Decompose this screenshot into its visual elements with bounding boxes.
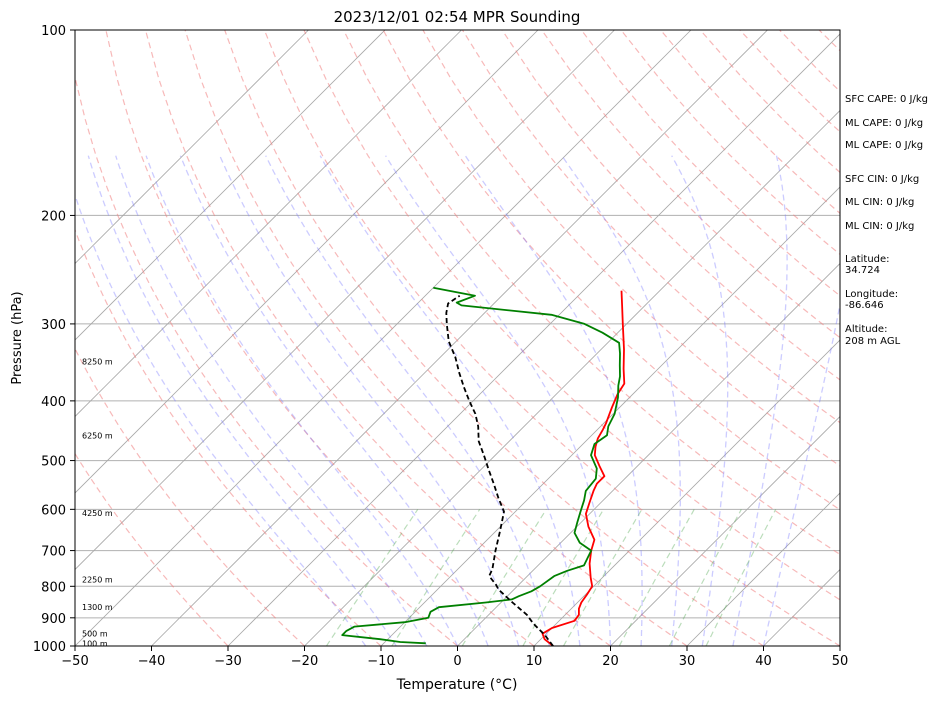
- sfc-cin-text: SFC CIN: 0 J/kg: [845, 174, 919, 185]
- height-label: 100 m: [82, 639, 108, 648]
- height-label: 6250 m: [82, 431, 113, 440]
- x-tick-label: 30: [679, 654, 696, 669]
- x-tick-label: 20: [602, 654, 619, 669]
- x-axis-label: Temperature (°C): [396, 677, 518, 693]
- mixing-ratio-line: [462, 509, 546, 646]
- x-tick-label: −50: [61, 654, 88, 669]
- isotherm-line: [0, 30, 615, 646]
- x-tick-label: 40: [755, 654, 772, 669]
- ml-cape-text-2: ML CAPE: 0 J/kg: [845, 140, 923, 151]
- isotherm-line: [228, 30, 844, 646]
- height-label: 500 m: [82, 630, 108, 639]
- x-tick-label: −40: [138, 654, 165, 669]
- ml-cin-text-1: ML CIN: 0 J/kg: [845, 197, 914, 208]
- altitude-label: Altitude:: [845, 324, 887, 335]
- y-tick-label: 400: [41, 395, 66, 410]
- latitude-value: 34.724: [845, 265, 880, 276]
- y-tick-label: 900: [41, 612, 66, 627]
- dry-adiabat: [0, 30, 228, 646]
- longitude-value: -86.646: [845, 300, 884, 311]
- x-tick-label: 10: [526, 654, 543, 669]
- latitude-label: Latitude:: [845, 254, 890, 265]
- dry-adiabat: [146, 30, 611, 646]
- isotherm-line: [0, 30, 538, 646]
- height-label: 2250 m: [82, 576, 113, 585]
- y-tick-label: 500: [41, 455, 66, 470]
- x-tick-label: 0: [453, 654, 461, 669]
- y-axis: 1000 900 800 700 600 500 400 300 200 100: [33, 24, 75, 655]
- mixing-ratio-line: [706, 509, 776, 646]
- ml-cape-text-1: ML CAPE: 0 J/kg: [845, 118, 923, 129]
- y-tick-label: 1000: [33, 640, 66, 655]
- mixing-ratio-line: [392, 509, 480, 646]
- ml-cin-text-2: ML CIN: 0 J/kg: [845, 221, 914, 232]
- y-tick-label: 800: [41, 580, 66, 595]
- x-tick-label: 50: [832, 654, 849, 669]
- altitude-value: 208 m AGL: [845, 336, 901, 347]
- x-axis: −50 −40 −30 −20 −10 0 10 20 30 40 50: [61, 646, 848, 669]
- dry-adiabat: [264, 30, 840, 646]
- longitude-label: Longitude:: [845, 289, 898, 300]
- background-lines: [0, 30, 947, 646]
- y-tick-label: 200: [41, 209, 66, 224]
- y-tick-label: 300: [41, 318, 66, 333]
- x-tick-label: −30: [214, 654, 241, 669]
- height-label: 8250 m: [82, 357, 113, 366]
- y-tick-label: 600: [41, 503, 66, 518]
- plot-frame: [75, 30, 840, 646]
- y-axis-label: Pressure (hPa): [10, 291, 25, 384]
- dry-adiabat: [225, 30, 764, 646]
- side-info-panel: SFC CAPE: 0 J/kg ML CAPE: 0 J/kg ML CAPE…: [845, 94, 928, 347]
- chart-title: 2023/12/01 02:54 MPR Sounding: [334, 8, 581, 26]
- sfc-cape-text: SFC CAPE: 0 J/kg: [845, 94, 928, 105]
- y-tick-label: 700: [41, 545, 66, 560]
- y-tick-label: 100: [41, 24, 66, 39]
- height-label: 1300 m: [82, 603, 113, 612]
- x-tick-label: −20: [291, 654, 318, 669]
- parcel-profile: [446, 296, 553, 646]
- height-label: 4250 m: [82, 509, 113, 518]
- x-tick-label: −10: [367, 654, 394, 669]
